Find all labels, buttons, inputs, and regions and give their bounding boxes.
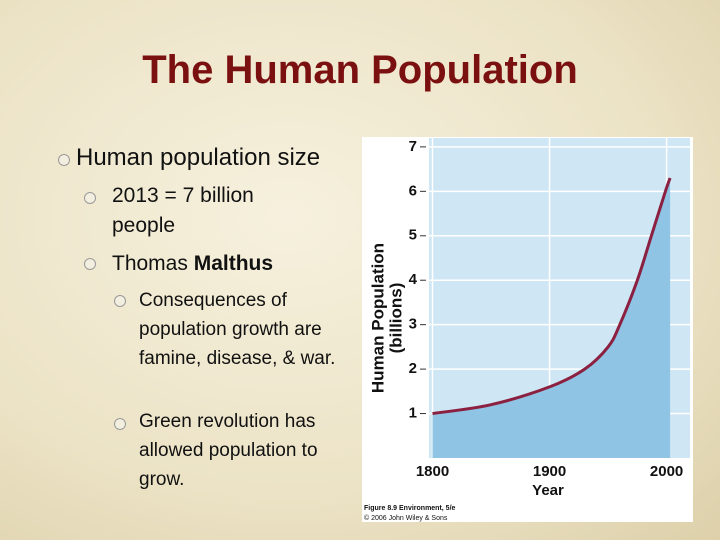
bullet-text: Human population size <box>76 144 321 171</box>
x-axis-label: Year <box>532 482 564 499</box>
bullet-text: 2013 = 7 billion people <box>112 184 254 237</box>
bullet-icon <box>84 192 96 204</box>
bullet-text: Consequences of population growth are fa… <box>139 290 336 369</box>
y-tick-label: 4 <box>409 271 418 288</box>
y-tick-label: 3 <box>409 316 417 333</box>
y-tick-label: 7 <box>409 138 417 155</box>
caption: Figure 8.9 Environment, 5/e <box>364 505 456 512</box>
bullet-icon <box>84 258 96 270</box>
credit: © 2006 John Wiley & Sons <box>364 514 448 522</box>
slide-title: The Human Population <box>142 48 578 92</box>
bullet-icon <box>114 418 126 430</box>
y-tick-label: 5 <box>409 227 417 244</box>
line <box>432 177 672 416</box>
x-tick-label: 2000 <box>650 463 683 480</box>
area <box>432 178 671 458</box>
bold-text: Malthus <box>193 252 274 275</box>
y-axis-unit: (billions) <box>386 283 405 354</box>
text: Thomas <box>112 252 188 275</box>
bullet-text: Green revolution has allowed population … <box>139 411 318 490</box>
x-tick-label: 1800 <box>416 463 449 480</box>
bullet-icon <box>114 295 126 307</box>
x-tick-label: 1900 <box>533 463 566 480</box>
y-tick-label: 1 <box>409 405 417 422</box>
bullet-text: Thomas Malthus <box>112 249 322 279</box>
bullet-icon <box>58 154 70 166</box>
y-tick-label: 6 <box>409 182 417 199</box>
y-axis-label: Human Population <box>368 243 387 393</box>
y-tick-label: 2 <box>409 360 417 377</box>
